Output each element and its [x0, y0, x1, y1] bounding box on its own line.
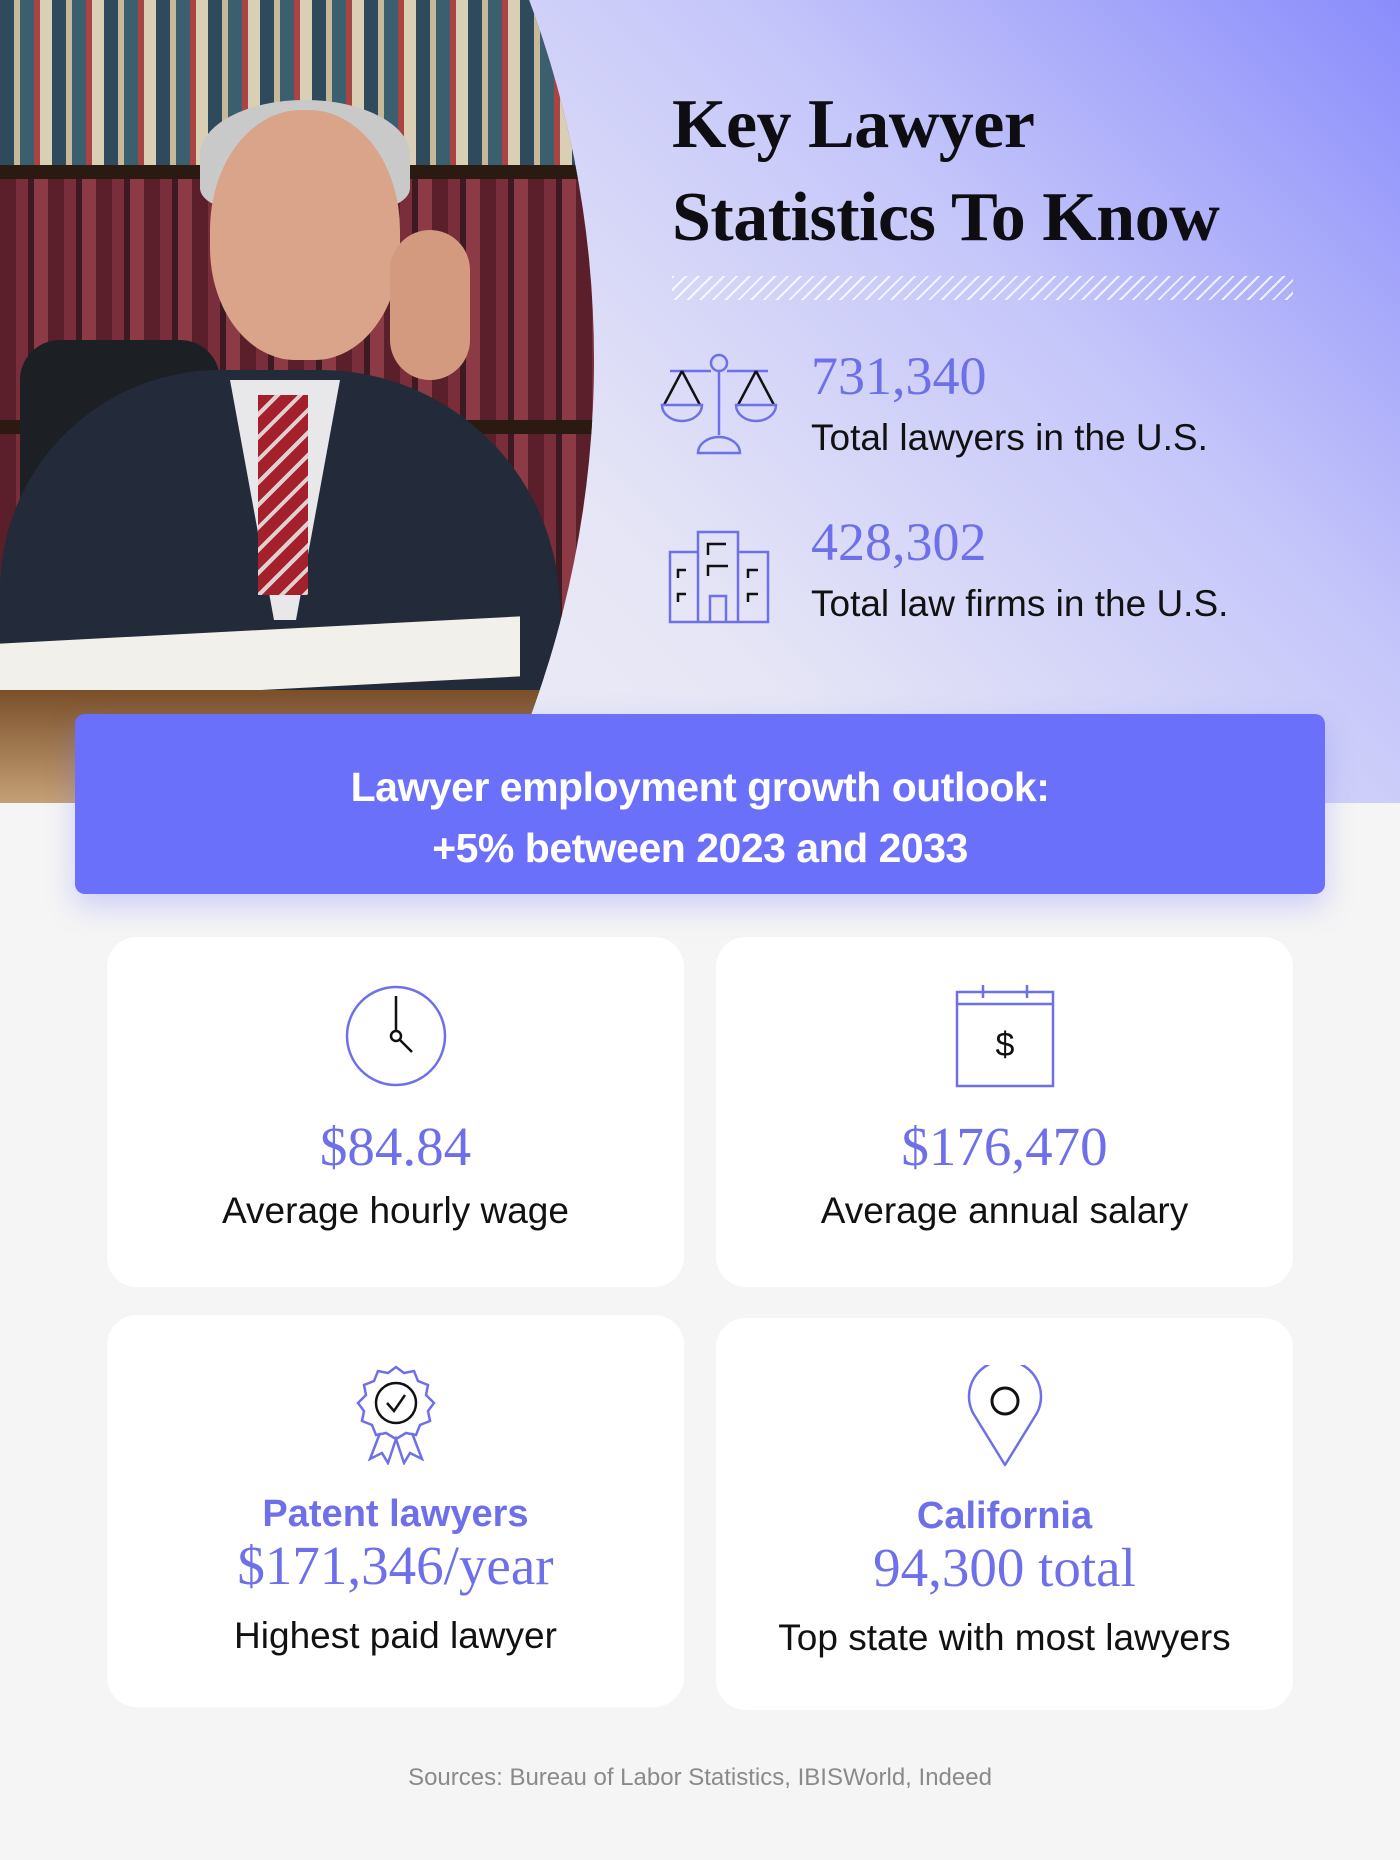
- location-pin-icon: [967, 1359, 1042, 1467]
- hatch-divider: [672, 276, 1293, 300]
- stat-value: 428,302: [811, 512, 987, 572]
- card-value: $176,470: [901, 1116, 1108, 1177]
- card-annual-salary: $ $176,470 Average annual salary: [716, 937, 1293, 1287]
- card-label: Top state with most lawyers: [778, 1617, 1231, 1658]
- banner-line-1: Lawyer employment growth outlook:: [350, 764, 1050, 810]
- title-line-1: Key Lawyer: [672, 86, 1035, 163]
- award-badge-icon: [355, 1365, 436, 1466]
- sources-footnote: Sources: Bureau of Labor Statistics, IBI…: [408, 1764, 992, 1791]
- page-title: Key Lawyer Statistics To Know: [672, 78, 1220, 264]
- card-highest-paid: Patent lawyers $171,346/year Highest pai…: [107, 1315, 684, 1707]
- card-value: $84.84: [319, 1116, 472, 1177]
- growth-outlook-banner: Lawyer employment growth outlook: +5% be…: [75, 714, 1325, 894]
- card-label: Average hourly wage: [222, 1190, 569, 1231]
- stat-total-law-firms: 428,302 Total law firms in the U.S.: [811, 512, 1228, 626]
- clock-icon: [345, 985, 446, 1087]
- card-value: 94,300 total: [873, 1537, 1136, 1598]
- title-line-2: Statistics To Know: [672, 179, 1220, 256]
- card-heading: California: [916, 1495, 1093, 1537]
- stat-total-lawyers: 731,340 Total lawyers in the U.S.: [811, 346, 1208, 460]
- stat-value: 731,340: [811, 346, 987, 406]
- lawyer-photo: [0, 0, 594, 803]
- stat-label: Total lawyers in the U.S.: [811, 417, 1208, 458]
- calendar-dollar-icon: $: [955, 985, 1054, 1088]
- banner-line-2: +5% between 2023 and 2033: [432, 825, 968, 871]
- card-heading: Patent lawyers: [262, 1493, 529, 1535]
- card-value: $171,346/year: [237, 1535, 554, 1596]
- card-top-state: California 94,300 total Top state with m…: [716, 1318, 1293, 1710]
- stat-label: Total law firms in the U.S.: [811, 583, 1229, 624]
- card-label: Average annual salary: [820, 1190, 1189, 1231]
- scales-of-justice-icon: [660, 353, 778, 455]
- buildings-icon: [668, 530, 770, 624]
- card-label: Highest paid lawyer: [234, 1615, 557, 1656]
- card-hourly-wage: $84.84 Average hourly wage: [107, 937, 684, 1287]
- svg-text:$: $: [995, 1026, 1014, 1064]
